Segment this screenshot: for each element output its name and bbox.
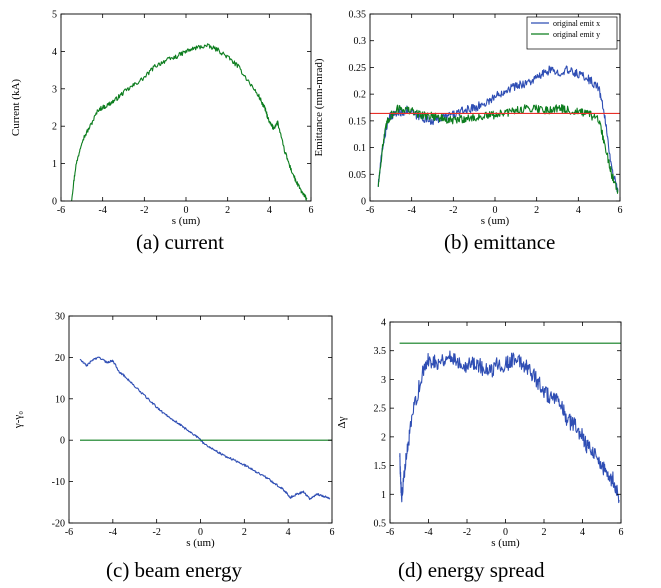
y-tick-label-d-1: 1 xyxy=(381,490,386,501)
y-axis-label-a: Current (kA) xyxy=(10,79,22,136)
caption-emittance: (b) emittance xyxy=(444,230,556,254)
y-tick-label-c-4: 20 xyxy=(55,353,65,364)
x-tick-label-d-2: -2 xyxy=(463,527,471,538)
x-tick-label-a-3: 0 xyxy=(184,205,189,216)
legend-label-b-1: original emit y xyxy=(553,30,600,39)
y-axis-label-d: Δγ xyxy=(336,416,348,428)
axes-box-d xyxy=(389,321,622,524)
y-tick-label-c-5: 30 xyxy=(55,312,65,323)
y-tick-label-b-1: 0.05 xyxy=(349,170,367,181)
x-axis-label-d: s (um) xyxy=(491,537,520,549)
x-tick-label-d-3: 0 xyxy=(503,527,508,538)
y-tick-label-b-2: 0.1 xyxy=(354,143,367,154)
chart-b: -6 -4 -2 0 2 4 6 0 0.05 0.1 0.15 0.2 0.25 0.3 0.35 s (u… xyxy=(313,10,623,228)
y-tick-label-b-5: 0.25 xyxy=(349,63,367,74)
x-tick-label-a-0: -6 xyxy=(57,205,65,216)
y-tick-label-d-5: 3 xyxy=(381,375,386,386)
legend-box-b xyxy=(526,16,618,50)
x-axis-label-c: s (um) xyxy=(186,537,215,549)
x-tick-label-a-2: -2 xyxy=(140,205,148,216)
x-tick-label-a-5: 4 xyxy=(267,205,272,216)
y-tick-label-c-2: 0 xyxy=(60,436,65,447)
y-tick-label-c-3: 10 xyxy=(55,394,65,405)
series-line-b-0 xyxy=(377,65,619,193)
axes-box-a xyxy=(60,13,312,202)
x-tick-label-b-4: 2 xyxy=(534,205,539,216)
x-tick-label-d-4: 2 xyxy=(542,527,547,538)
caption-current: (a) current xyxy=(136,230,225,254)
x-tick-label-c-0: -6 xyxy=(65,527,73,538)
y-tick-label-a-1: 1 xyxy=(52,159,57,170)
x-axis-label-b: s (um) xyxy=(481,215,510,227)
x-tick-label-c-3: 0 xyxy=(198,527,203,538)
x-tick-label-c-4: 2 xyxy=(242,527,247,538)
x-tick-label-a-6: 6 xyxy=(309,205,314,216)
y-tick-label-d-6: 3.5 xyxy=(374,346,387,357)
y-tick-label-a-5: 5 xyxy=(52,10,57,21)
x-tick-label-c-2: -2 xyxy=(152,527,160,538)
x-axis-label-a: s (um) xyxy=(172,215,201,227)
series-line-d-0 xyxy=(399,350,620,504)
y-tick-label-c-0: -20 xyxy=(52,519,65,530)
caption-beam-energy: (c) beam energy xyxy=(106,558,243,582)
x-tick-label-b-3: 0 xyxy=(493,205,498,216)
y-axis-label-b: Emittance (mm-mrad) xyxy=(313,58,325,156)
y-tick-label-a-4: 4 xyxy=(52,47,57,58)
x-tick-label-d-1: -4 xyxy=(424,527,432,538)
y-tick-label-a-0: 0 xyxy=(52,197,57,208)
x-tick-label-b-2: -2 xyxy=(449,205,457,216)
x-tick-label-d-0: -6 xyxy=(386,527,394,538)
y-tick-label-d-4: 2.5 xyxy=(374,404,387,415)
y-tick-label-b-6: 0.3 xyxy=(354,36,367,47)
x-tick-label-c-1: -4 xyxy=(109,527,117,538)
y-tick-label-b-3: 0.15 xyxy=(349,116,367,127)
x-tick-label-d-5: 4 xyxy=(580,527,585,538)
y-tick-label-d-3: 2 xyxy=(381,432,386,443)
y-tick-label-d-7: 4 xyxy=(381,318,386,329)
y-tick-label-b-7: 0.35 xyxy=(349,10,367,21)
series-line-a-0 xyxy=(71,43,308,201)
x-tick-label-c-5: 4 xyxy=(286,527,291,538)
legend-label-b-0: original emit x xyxy=(553,19,600,28)
y-tick-label-b-0: 0 xyxy=(361,197,366,208)
x-tick-label-a-1: -4 xyxy=(98,205,106,216)
series-line-b-1 xyxy=(377,104,619,194)
x-tick-label-b-0: -6 xyxy=(366,205,374,216)
y-tick-label-d-0: 0.5 xyxy=(374,519,387,530)
legend-b: original emit x original emit y xyxy=(526,16,618,50)
x-tick-label-a-4: 2 xyxy=(225,205,230,216)
y-axis-label-c: γ-γ₀ xyxy=(12,411,24,429)
chart-a: -6 -4 -2 0 2 4 6 0 1 2 3 4 5 s (um) Current (kA) xyxy=(10,10,314,228)
caption-energy-spread: (d) energy spread xyxy=(398,558,545,582)
y-tick-label-a-3: 3 xyxy=(52,84,57,95)
x-tick-label-b-5: 4 xyxy=(576,205,581,216)
x-tick-label-b-6: 6 xyxy=(618,205,623,216)
x-tick-label-b-1: -4 xyxy=(407,205,415,216)
y-tick-label-c-1: -10 xyxy=(52,477,65,488)
series-line-c-0 xyxy=(79,356,331,501)
y-tick-label-b-4: 0.2 xyxy=(354,90,367,101)
y-tick-label-a-2: 2 xyxy=(52,122,57,133)
x-tick-label-c-6: 6 xyxy=(330,527,335,538)
axes-box-c xyxy=(68,315,333,524)
y-tick-label-d-2: 1.5 xyxy=(374,461,387,472)
x-tick-label-d-6: 6 xyxy=(619,527,624,538)
chart-d: -6 -4 -2 0 2 4 6 0.5 1 1.5 2 2.5 3 3.5 4 s (um) Δγ xyxy=(336,318,624,550)
